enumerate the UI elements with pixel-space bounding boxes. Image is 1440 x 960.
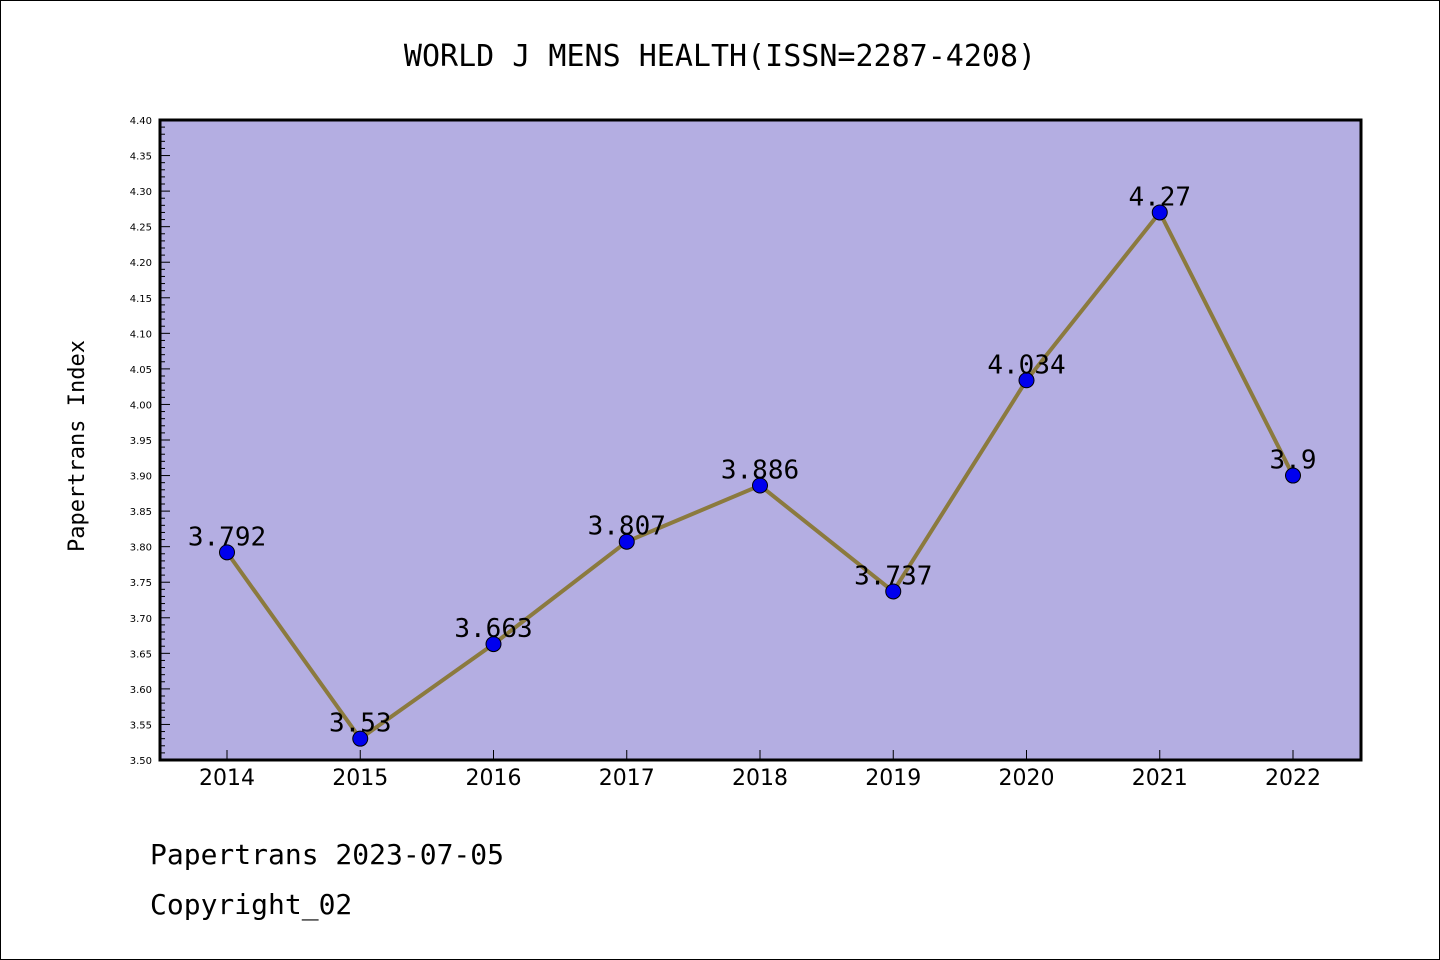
y-tick-label: 4.20 [130, 258, 152, 269]
data-point [1285, 467, 1301, 484]
data-point [1151, 204, 1168, 221]
x-tick-label: 2019 [865, 766, 921, 791]
y-tick-label: 3.55 [130, 720, 152, 731]
y-tick-label: 3.60 [130, 685, 152, 696]
y-tick-label: 4.30 [130, 187, 152, 198]
data-label: 3.737 [854, 561, 932, 591]
y-tick-label: 4.40 [130, 116, 152, 127]
y-tick-label: 3.90 [130, 472, 152, 483]
data-label: 3.807 [588, 512, 666, 542]
data-label: 3.53 [329, 709, 392, 739]
x-tick-label: 2018 [732, 766, 788, 791]
y-tick-label: 3.85 [130, 507, 152, 518]
plot-border [158, 118, 1363, 762]
data-label: 3.886 [721, 456, 799, 486]
plot-area [160, 120, 1361, 760]
x-tick-label: 2022 [1265, 766, 1321, 791]
data-point [1018, 372, 1035, 389]
data-labels: 3.792 3.53 3.663 3.807 3.886 3.737 4.034 4.27 3.… [188, 182, 1317, 738]
x-tick-label: 2020 [999, 766, 1055, 791]
data-point [485, 636, 502, 653]
data-label: 4.034 [987, 350, 1065, 380]
data-point [219, 544, 235, 561]
y-axis-label: Papertrans Index [65, 340, 90, 552]
y-tick-label: 3.95 [130, 436, 152, 447]
x-tick-label: 2021 [1132, 766, 1188, 791]
x-axis: 2014 2015 2016 2017 2018 2019 2020 2021 2022 [199, 750, 1321, 791]
data-label: 3.792 [188, 522, 266, 552]
y-tick-label: 4.10 [130, 329, 152, 340]
y-tick-label: 4.15 [130, 294, 152, 305]
x-tick-label: 2015 [332, 766, 388, 791]
data-label: 3.9 [1270, 446, 1317, 476]
y-tick-label: 3.80 [130, 543, 152, 554]
y-tick-label: 4.00 [130, 400, 152, 411]
x-tick-label: 2016 [466, 766, 522, 791]
x-tick-label: 2014 [199, 766, 255, 791]
footer-date: Papertrans 2023-07-05 [150, 838, 504, 871]
y-tick-label: 4.35 [130, 152, 152, 163]
y-tick-label: 3.70 [130, 614, 152, 625]
footer-copyright: Copyright_02 [150, 888, 352, 922]
chart-title: WORLD J MENS HEALTH(ISSN=2287-4208) [404, 39, 1036, 74]
data-point [752, 477, 768, 494]
data-points [219, 204, 1301, 747]
y-tick-label: 3.65 [130, 649, 152, 660]
data-point [885, 583, 902, 600]
y-axis: 3.50 3.55 3.60 3.65 3.70 3.75 3.80 3.85 3.90 3.95… [130, 116, 170, 767]
y-tick-label: 3.75 [130, 578, 152, 589]
data-point [618, 533, 635, 550]
x-tick-label: 2017 [599, 766, 655, 791]
y-tick-label: 4.25 [130, 223, 152, 234]
data-point [352, 730, 369, 747]
data-label: 4.27 [1128, 182, 1191, 212]
data-label: 3.663 [454, 614, 532, 644]
y-tick-label: 3.50 [130, 756, 152, 767]
y-tick-label: 4.05 [130, 365, 152, 376]
